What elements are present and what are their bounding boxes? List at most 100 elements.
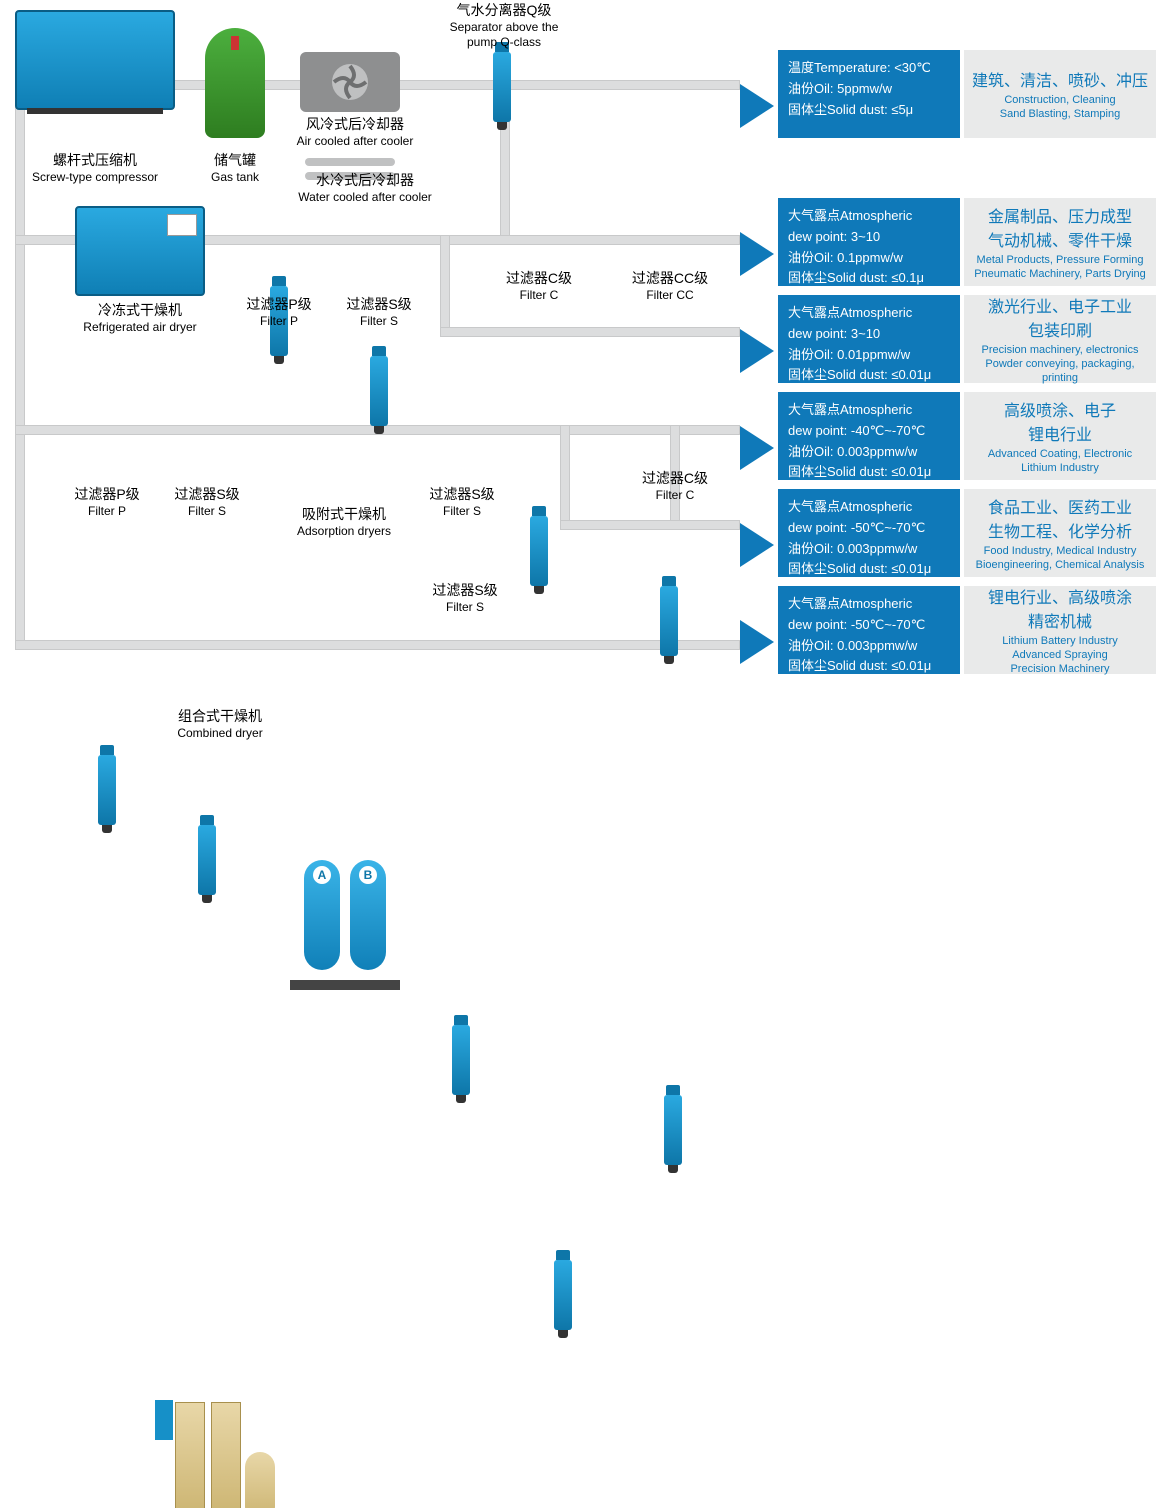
- adsorb-dryer-label: 吸附式干燥机 Adsorption dryers: [278, 506, 410, 539]
- spec-box: 温度Temperature: <30℃油份Oil: 5ppmw/w固体尘Soli…: [778, 50, 960, 138]
- label-cn: 过滤器S级: [418, 582, 512, 600]
- label-cn: 过滤器C级: [628, 470, 722, 488]
- spec-line: 大气露点Atmospheric: [788, 497, 950, 518]
- label-en: Filter P: [235, 314, 323, 329]
- app-cn: 激光行业、电子工业 包装印刷: [972, 293, 1148, 341]
- pipe: [560, 425, 570, 525]
- pipe: [560, 520, 740, 530]
- label-en: Separator above the pump Q-class: [420, 20, 588, 50]
- label-en: Filter C: [628, 488, 722, 503]
- arrow-icon: [740, 426, 774, 470]
- arrow-icon: [740, 523, 774, 567]
- compressor-icon: [15, 10, 175, 110]
- label-cn: 风冷式后冷却器: [280, 116, 430, 134]
- label-cn: 过滤器C级: [495, 270, 583, 288]
- aircooler-icon: [300, 52, 400, 112]
- spec-line: dew point: -50℃~-70℃: [788, 615, 950, 636]
- spec-line: dew point: -40℃~-70℃: [788, 421, 950, 442]
- gastank-icon: [205, 28, 265, 138]
- label-en: Filter C: [495, 288, 583, 303]
- label-cn: 组合式干燥机: [145, 708, 295, 726]
- arrow-icon: [740, 232, 774, 276]
- app-box: 高级喷涂、电子 锂电行业Advanced Coating, Electronic…: [964, 392, 1156, 480]
- spec-line: 油份Oil: 0.1ppmw/w: [788, 248, 950, 269]
- app-box: 建筑、清洁、喷砂、冲压Construction, Cleaning Sand B…: [964, 50, 1156, 138]
- aircooler-label: 风冷式后冷却器 Air cooled after cooler: [280, 116, 430, 149]
- filterCC-icon: [660, 586, 678, 656]
- app-cn: 锂电行业、高级喷涂 精密机械: [972, 584, 1148, 632]
- filterP-label: 过滤器P级 Filter P: [235, 296, 323, 329]
- app-cn: 高级喷涂、电子 锂电行业: [972, 397, 1148, 445]
- separator-icon: [493, 52, 511, 122]
- label-cn: 冷冻式干燥机: [60, 302, 220, 320]
- label-en: Adsorption dryers: [278, 524, 410, 539]
- arrow-icon: [740, 620, 774, 664]
- spec-line: 油份Oil: 0.01ppmw/w: [788, 345, 950, 366]
- spec-box: 大气露点Atmosphericdew point: -40℃~-70℃油份Oil…: [778, 392, 960, 480]
- filterS4-label: 过滤器S级 Filter S: [418, 582, 512, 615]
- label-en: Filter S: [160, 504, 254, 519]
- app-box: 激光行业、电子工业 包装印刷Precision machinery, elect…: [964, 295, 1156, 383]
- spec-line: 固体尘Solid dust: ≤0.01μ: [788, 559, 950, 580]
- app-en: Construction, Cleaning Sand Blasting, St…: [972, 93, 1148, 122]
- app-en: Advanced Coating, Electronic Lithium Ind…: [972, 447, 1148, 476]
- spec-line: 固体尘Solid dust: ≤0.01μ: [788, 365, 950, 386]
- app-en: Metal Products, Pressure Forming Pneumat…: [972, 253, 1148, 282]
- filterC2-label: 过滤器C级 Filter C: [628, 470, 722, 503]
- spec-line: 油份Oil: 0.003ppmw/w: [788, 539, 950, 560]
- label-cn: 过滤器S级: [335, 296, 423, 314]
- label-cn: 水冷式后冷却器: [280, 172, 450, 190]
- compressor-label: 螺杆式压缩机 Screw-type compressor: [5, 152, 185, 185]
- pipe: [440, 235, 450, 332]
- watercooler-label: 水冷式后冷却器 Water cooled after cooler: [280, 172, 450, 205]
- filterC2-icon: [664, 1095, 682, 1165]
- spec-box: 大气露点Atmosphericdew point: -50℃~-70℃油份Oil…: [778, 586, 960, 674]
- spec-line: 固体尘Solid dust: ≤0.1μ: [788, 268, 950, 289]
- label-en: Air cooled after cooler: [280, 134, 430, 149]
- label-en: Screw-type compressor: [5, 170, 185, 185]
- arrow-icon: [740, 329, 774, 373]
- spec-line: 固体尘Solid dust: ≤0.01μ: [788, 656, 950, 677]
- spec-line: 温度Temperature: <30℃: [788, 58, 950, 79]
- label-cn: 过滤器S级: [160, 486, 254, 504]
- spec-line: 油份Oil: 5ppmw/w: [788, 79, 950, 100]
- filterS3-label: 过滤器S级 Filter S: [415, 486, 509, 519]
- app-box: 食品工业、医药工业 生物工程、化学分析Food Industry, Medica…: [964, 489, 1156, 577]
- app-cn: 食品工业、医药工业 生物工程、化学分析: [972, 494, 1148, 542]
- arrow-icon: [740, 84, 774, 128]
- spec-box: 大气露点Atmosphericdew point: 3~10油份Oil: 0.1…: [778, 198, 960, 286]
- label-en: Water cooled after cooler: [280, 190, 450, 205]
- filterCC-label: 过滤器CC级 Filter CC: [620, 270, 720, 303]
- label-en: Filter S: [335, 314, 423, 329]
- label-cn: 过滤器S级: [415, 486, 509, 504]
- app-cn: 金属制品、压力成型 气动机械、零件干燥: [972, 203, 1148, 251]
- spec-line: 大气露点Atmospheric: [788, 206, 950, 227]
- label-cn: 过滤器P级: [60, 486, 154, 504]
- label-cn: 过滤器P级: [235, 296, 323, 314]
- filterS-icon: [370, 356, 388, 426]
- refrig-dryer-icon: [75, 206, 205, 296]
- filterC-label: 过滤器C级 Filter C: [495, 270, 583, 303]
- label-en: Refrigerated air dryer: [60, 320, 220, 335]
- app-box: 锂电行业、高级喷涂 精密机械Lithium Battery Industry A…: [964, 586, 1156, 674]
- combo-dryer-label: 组合式干燥机 Combined dryer: [145, 708, 295, 741]
- filterS3-icon: [452, 1025, 470, 1095]
- spec-line: 固体尘Solid dust: ≤0.01μ: [788, 462, 950, 483]
- cooler-group: [300, 52, 400, 112]
- filterS3b-icon: [554, 1260, 572, 1330]
- filterC-icon: [530, 516, 548, 586]
- spec-line: 固体尘Solid dust: ≤5μ: [788, 100, 950, 121]
- spec-line: 大气露点Atmospheric: [788, 303, 950, 324]
- label-cn: 吸附式干燥机: [278, 506, 410, 524]
- filterS2-label: 过滤器S级 Filter S: [160, 486, 254, 519]
- label-en: Combined dryer: [145, 726, 295, 741]
- gastank-label: 储气罐 Gas tank: [188, 152, 282, 185]
- app-en: Food Industry, Medical Industry Bioengin…: [972, 544, 1148, 573]
- spec-line: dew point: 3~10: [788, 324, 950, 345]
- app-en: Precision machinery, electronics Powder …: [972, 343, 1148, 386]
- pipe: [440, 327, 740, 337]
- pipe: [15, 640, 740, 650]
- filterP2-label: 过滤器P级 Filter P: [60, 486, 154, 519]
- label-cn: 气水分离器Q级: [420, 2, 588, 20]
- spec-line: dew point: -50℃~-70℃: [788, 518, 950, 539]
